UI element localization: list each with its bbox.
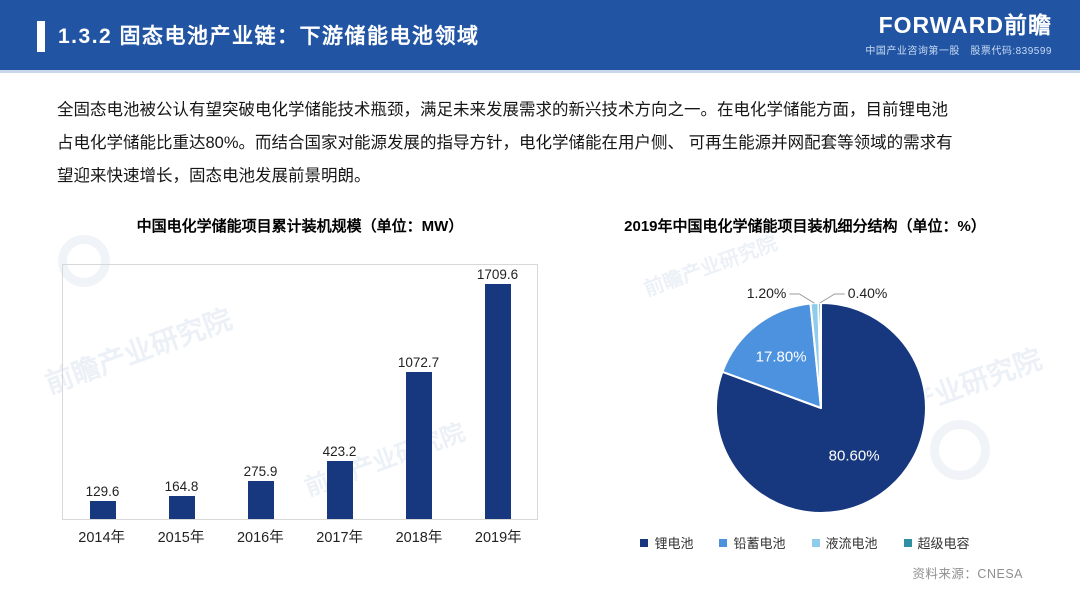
pie-leader-line [789, 293, 815, 304]
bar-chart: 中国电化学储能项目累计装机规模（单位：MW） 129.6 164.8 275.9 42… [62, 215, 538, 546]
bar [89, 501, 116, 519]
legend-item: 锂电池 [640, 533, 693, 552]
source-note: 资料来源：CNESA [912, 567, 1023, 581]
pie-data-label: 1.20% [747, 285, 787, 301]
pie-legend: 锂电池 铅蓄电池 液流电池 超级电容 [575, 533, 1035, 552]
x-axis-label: 2018年 [395, 530, 443, 546]
bar-column: 423.2 [300, 444, 379, 519]
bar-column: 129.6 [63, 484, 142, 519]
bar-column: 164.8 [142, 479, 221, 519]
pie-data-label: 80.60% [829, 447, 880, 464]
brand-logo-text: FORWARD前瞻 [878, 12, 1052, 38]
bar-value-label: 1072.7 [397, 355, 440, 370]
pie-data-label: 17.80% [756, 349, 807, 366]
x-axis-label: 2016年 [236, 530, 284, 546]
bar [247, 481, 274, 519]
legend-color-swatch [903, 538, 912, 547]
legend-item: 液流电池 [811, 533, 878, 552]
legend-label: 锂电池 [654, 536, 694, 551]
pie-slice-1 [721, 302, 822, 409]
brand-tagline: 中国产业咨询第一股 股票代码:839599 [865, 46, 1052, 57]
paragraph-line: 望迎来快速增长，固态电池发展前景明朗。 [57, 167, 371, 185]
legend-label: 液流电池 [825, 536, 878, 551]
bar-value-label: 1709.6 [476, 267, 519, 282]
legend-label: 铅蓄电池 [733, 536, 786, 551]
legend-item: 铅蓄电池 [719, 533, 786, 552]
bar-column: 1072.7 [379, 355, 458, 519]
pie-chart-title: 2019年中国电化学储能项目装机细分结构（单位：%） [624, 218, 986, 235]
x-axis-label: 2019年 [474, 530, 522, 546]
pie-chart: 2019年中国电化学储能项目装机细分结构（单位：%） 80.60% 17.80% 1… [575, 215, 1035, 551]
header-divider [0, 70, 1080, 73]
body-paragraph: 全固态电池被公认有望突破电化学储能技术瓶颈，满足未来发展需求的新兴技术方向之一。… [57, 94, 1025, 193]
bar-chart-xaxis: 2014年 2015年 2016年 2017年 2018年 2019年 [62, 526, 538, 547]
bar [326, 461, 353, 519]
bar-column: 275.9 [221, 464, 300, 519]
bar-value-label: 129.6 [85, 484, 120, 499]
brand-logo: FORWARD前瞻 中国产业咨询第一股 股票代码:839599 [865, 12, 1052, 57]
page-title: 1.3.2 固态电池产业链：下游储能电池领域 [58, 25, 480, 48]
bar [484, 284, 511, 519]
paragraph-line: 全固态电池被公认有望突破电化学储能技术瓶颈，满足未来发展需求的新兴技术方向之一。… [57, 101, 948, 119]
header: 1.3.2 固态电池产业链：下游储能电池领域 FORWARD前瞻 中国产业咨询第… [0, 0, 1080, 70]
bar-column: 1709.6 [458, 267, 537, 519]
pie-data-label: 0.40% [848, 285, 888, 301]
title-accent-bar [37, 21, 45, 52]
bar-value-label: 423.2 [322, 444, 357, 459]
bar-value-label: 275.9 [243, 464, 278, 479]
paragraph-line: 占电化学储能比重达80%。而结合国家对能源发展的指导方针，电化学储能在用户侧、 … [57, 134, 953, 152]
pie-chart-svg: 80.60% 17.80% 1.20% 0.40% [715, 285, 927, 514]
x-axis-label: 2015年 [157, 530, 205, 546]
pie-leader-line [819, 293, 845, 304]
bar-chart-plot: 129.6 164.8 275.9 423.2 1072.7 1709.6 [62, 264, 538, 520]
legend-color-swatch [719, 538, 728, 547]
legend-color-swatch [640, 538, 649, 547]
bar [168, 496, 195, 519]
legend-item: 超级电容 [903, 533, 970, 552]
x-axis-label: 2017年 [316, 530, 364, 546]
x-axis-label: 2014年 [78, 530, 126, 546]
bar [405, 372, 432, 519]
legend-color-swatch [811, 538, 820, 547]
bar-value-label: 164.8 [164, 479, 199, 494]
legend-label: 超级电容 [917, 536, 970, 551]
bar-chart-title: 中国电化学储能项目累计装机规模（单位：MW） [136, 218, 464, 235]
